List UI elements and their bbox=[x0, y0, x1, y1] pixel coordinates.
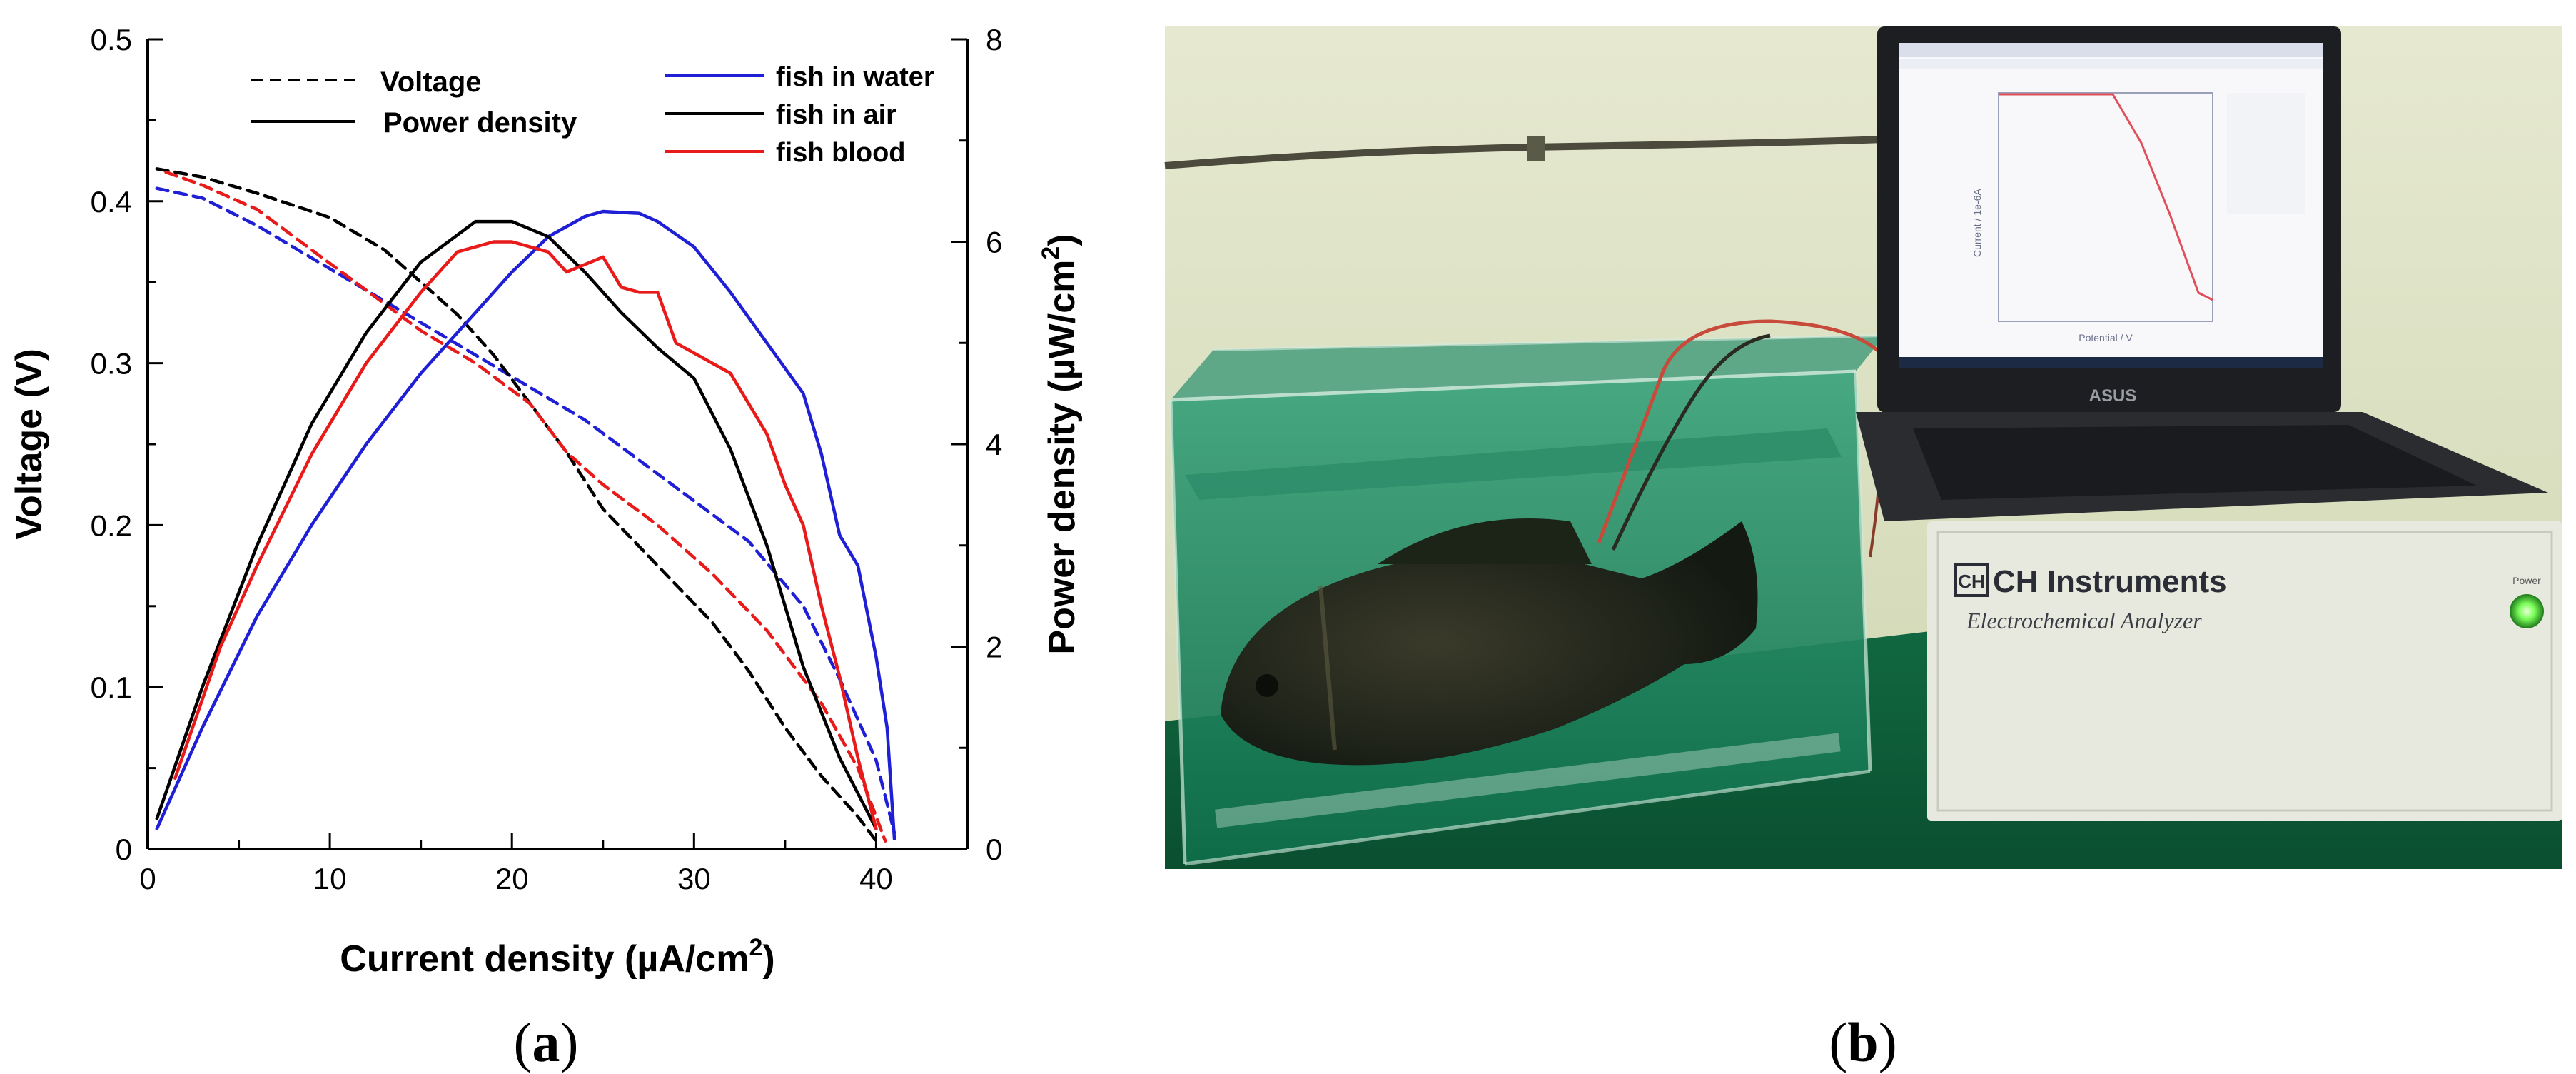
chart-panel-a: 0 10 20 30 40 0 0.1 0.2 0.3 0.4 0.5 0 2 4 6 8 Current… bbox=[9, 23, 1083, 980]
aquarium bbox=[1168, 319, 1886, 866]
right-y-tick-label: 4 bbox=[986, 428, 1002, 461]
legend-fish-in-water-label: fish in water bbox=[776, 62, 934, 92]
analyzer-body bbox=[1927, 521, 2562, 821]
right-y-tick-label: 2 bbox=[986, 631, 1002, 664]
x-axis-title: Current density (µA/cm2) bbox=[340, 934, 774, 980]
series-power-fish-in-air bbox=[155, 219, 878, 830]
wall-cable bbox=[1164, 136, 1885, 169]
left-y-axis-ticks: 0 0.1 0.2 0.3 0.4 0.5 bbox=[91, 23, 163, 866]
electrode-wire-black bbox=[1611, 333, 1771, 551]
left-y-tick-label: 0.3 bbox=[91, 347, 132, 381]
left-y-tick-label: 0.5 bbox=[91, 23, 132, 56]
left-y-axis-title: Voltage (V) bbox=[9, 348, 50, 540]
screen-plot-line bbox=[1999, 93, 2213, 301]
screen-y-axis-label: Current / 1e-6A bbox=[1971, 189, 1983, 257]
fish bbox=[1221, 518, 1758, 766]
legend-power-density-label: Power density bbox=[383, 107, 577, 139]
screen-x-axis-label: Potential / V bbox=[2079, 332, 2133, 343]
power-led bbox=[2510, 594, 2544, 628]
left-y-tick-label: 0.2 bbox=[91, 508, 132, 542]
left-y-tick-label: 0.4 bbox=[91, 185, 132, 219]
x-tick-label: 40 bbox=[859, 862, 893, 895]
x-tick-label: 30 bbox=[677, 862, 711, 895]
cable-clip bbox=[1527, 136, 1545, 161]
panel-label-b: (b) bbox=[1829, 1011, 1896, 1073]
analyzer-brand: CH Instruments bbox=[1993, 564, 2227, 599]
analyzer-logo-box bbox=[1954, 563, 1989, 597]
electrochemical-analyzer: CH CH Instruments Electrochemical Analyz… bbox=[1927, 521, 2562, 821]
legend-fish-in-air-label: fish in air bbox=[776, 100, 896, 130]
color-legend: fish in water fish in air fish blood bbox=[665, 62, 934, 168]
series-power-fish-blood bbox=[173, 240, 878, 830]
style-legend: Voltage Power density bbox=[251, 66, 577, 139]
electrode-wire-red bbox=[1597, 319, 1886, 543]
series-layer bbox=[155, 167, 896, 843]
photo-panel-b: Current / 1e-6A Potential / V ASUS CH CH… bbox=[1164, 26, 2562, 869]
analyzer-logo: CH bbox=[1958, 571, 1985, 592]
legend-fish-blood-label: fish blood bbox=[776, 138, 906, 168]
right-y-tick-label: 8 bbox=[986, 23, 1002, 56]
legend-voltage-label: Voltage bbox=[380, 66, 482, 98]
right-y-axis-ticks: 0 2 4 6 8 bbox=[951, 23, 1002, 866]
right-y-tick-label: 6 bbox=[986, 226, 1002, 259]
laptop: Current / 1e-6A Potential / V ASUS bbox=[1856, 26, 2548, 521]
series-voltage-fish-blood bbox=[164, 170, 887, 843]
power-label: Power bbox=[2512, 575, 2541, 586]
x-tick-label: 10 bbox=[313, 862, 347, 895]
right-y-axis-title: Power density (µW/cm2) bbox=[1037, 234, 1083, 654]
analyzer-subtitle: Electrochemical Analyzer bbox=[1966, 608, 2202, 633]
left-y-tick-label: 0.1 bbox=[91, 671, 132, 704]
series-voltage-fish-in-water bbox=[155, 186, 896, 835]
x-axis-ticks: 0 10 20 30 40 bbox=[139, 833, 893, 895]
x-tick-label: 0 bbox=[139, 862, 156, 895]
x-tick-label: 20 bbox=[495, 862, 529, 895]
laptop-brand: ASUS bbox=[2089, 386, 2137, 406]
series-power-fish-in-water bbox=[155, 209, 896, 841]
right-y-tick-label: 0 bbox=[986, 833, 1002, 866]
panel-label-a: (a) bbox=[514, 1011, 579, 1073]
left-y-tick-label: 0 bbox=[116, 833, 132, 866]
